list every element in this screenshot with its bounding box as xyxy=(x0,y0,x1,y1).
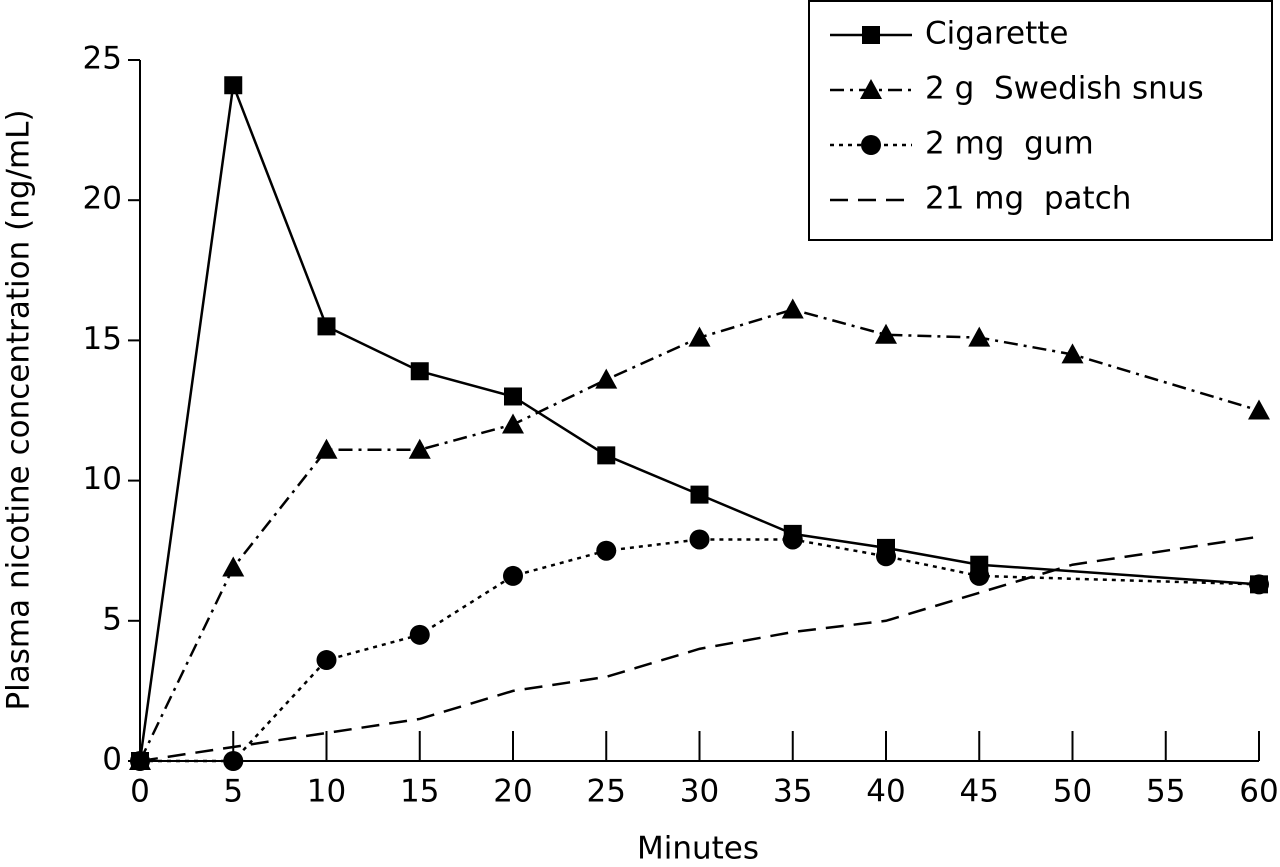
marker xyxy=(968,326,991,347)
x-tick-label: 0 xyxy=(130,774,150,810)
marker xyxy=(861,135,881,155)
x-tick-label: 35 xyxy=(773,774,812,810)
y-tick-label: 20 xyxy=(83,181,122,217)
marker xyxy=(688,326,711,347)
marker xyxy=(317,317,336,336)
series-line xyxy=(138,308,1260,762)
marker xyxy=(408,438,431,459)
marker xyxy=(409,624,430,645)
legend-label: 21 mg patch xyxy=(925,181,1131,217)
y-tick-label: 25 xyxy=(83,41,122,77)
y-tick-label: 15 xyxy=(83,321,122,357)
marker xyxy=(502,413,524,434)
x-tick-label: 30 xyxy=(680,774,719,810)
y-tick-label: 0 xyxy=(102,742,122,778)
marker xyxy=(690,485,709,504)
marker xyxy=(1248,399,1270,420)
marker xyxy=(860,79,882,99)
x-axis-label: Minutes xyxy=(637,831,759,867)
marker xyxy=(410,362,429,381)
legend-label: 2 g Swedish snus xyxy=(925,71,1204,107)
marker xyxy=(503,565,523,586)
x-tick-label: 50 xyxy=(1053,774,1092,810)
marker xyxy=(875,323,897,344)
x-tick-label: 5 xyxy=(223,774,243,810)
x-tick-label: 40 xyxy=(866,774,905,810)
y-tick-label: 10 xyxy=(83,461,122,497)
legend-box xyxy=(808,0,1273,241)
x-tick-label: 25 xyxy=(587,774,626,810)
marker xyxy=(782,529,803,550)
marker xyxy=(876,546,896,567)
legend-label: 2 mg gum xyxy=(925,126,1094,162)
marker xyxy=(1249,574,1269,595)
marker xyxy=(504,387,522,406)
marker xyxy=(223,751,244,771)
x-tick-label: 15 xyxy=(400,774,439,810)
marker xyxy=(1061,343,1084,364)
marker xyxy=(595,368,618,389)
marker xyxy=(781,298,804,319)
marker xyxy=(689,529,710,550)
marker xyxy=(315,438,338,459)
legend-label: Cigarette xyxy=(925,16,1068,52)
marker xyxy=(597,446,616,465)
x-tick-label: 20 xyxy=(493,774,532,810)
marker xyxy=(969,565,990,586)
marker xyxy=(862,26,880,44)
x-tick-label: 55 xyxy=(1146,774,1185,810)
marker xyxy=(224,76,243,95)
marker xyxy=(596,540,617,561)
marker xyxy=(316,650,337,671)
series-line xyxy=(139,535,1260,763)
x-tick-label: 45 xyxy=(960,774,999,810)
y-tick-label: 5 xyxy=(102,601,122,637)
x-tick-label: 10 xyxy=(307,774,346,810)
x-tick-label: 60 xyxy=(1239,774,1278,810)
y-axis-label: Plasma nicotine concentration (ng/mL) xyxy=(1,109,37,710)
marker xyxy=(222,556,245,577)
